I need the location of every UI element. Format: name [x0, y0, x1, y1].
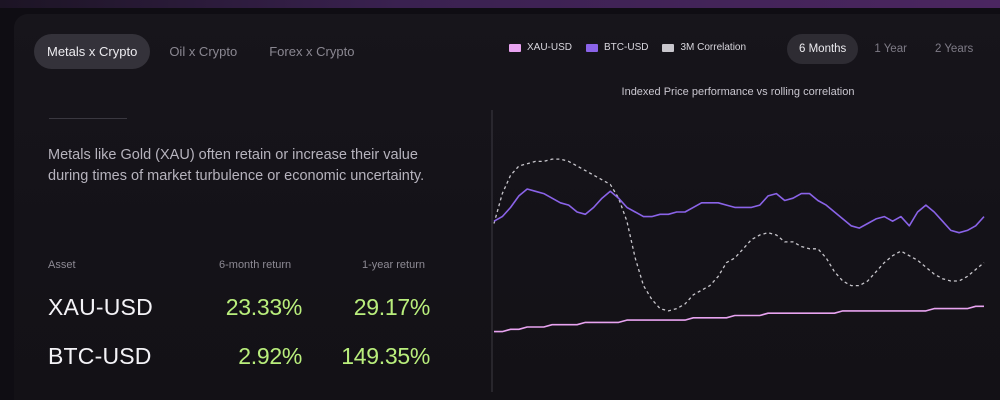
series-line-btc-usd[interactable] — [493, 188, 985, 234]
legend-swatch-correlation — [662, 43, 675, 52]
series-layer — [493, 158, 985, 333]
legend-item-xau[interactable]: XAU-USD — [509, 42, 572, 53]
series-line-3m-correlation[interactable] — [493, 158, 985, 312]
row-btc-six-month: 2.92% — [238, 343, 302, 369]
series-line-xau-usd[interactable] — [494, 305, 984, 333]
top-accent-strip — [0, 0, 1000, 8]
tab-metals-crypto[interactable]: Metals x Crypto — [34, 34, 151, 69]
range-2-years-button[interactable]: 2 Years — [934, 43, 974, 55]
row-xau-six-month: 23.33% — [225, 294, 303, 320]
legend-label-btc: BTC-USD — [604, 42, 649, 53]
section-divider — [49, 118, 127, 119]
chart-title: Indexed Price performance vs rolling cor… — [621, 86, 855, 98]
correlation-chart — [491, 110, 985, 392]
description-text: Metals like Gold (XAU) often retain or i… — [48, 147, 425, 184]
row-xau-asset: XAU-USD — [48, 294, 153, 320]
header-six-month: 6-month return — [219, 259, 292, 271]
category-tabs: Metals x Crypto Oil x Crypto Forex x Cry… — [34, 34, 367, 69]
legend-label-correlation: 3M Correlation — [680, 42, 747, 53]
time-range-selector: 6 Months 1 Year 2 Years — [787, 34, 985, 64]
legend-item-btc[interactable]: BTC-USD — [586, 42, 648, 53]
range-1-year-button[interactable]: 1 Year — [874, 43, 907, 55]
row-btc-one-year: 149.35% — [341, 343, 430, 369]
header-one-year: 1-year return — [362, 259, 425, 271]
header-asset: Asset — [48, 259, 76, 271]
legend-swatch-xau — [509, 43, 521, 52]
range-6-months-button[interactable]: 6 Months — [787, 34, 859, 64]
legend-item-correlation[interactable]: 3M Correlation — [662, 42, 746, 53]
row-xau-one-year: 29.17% — [353, 294, 431, 320]
legend-label-xau: XAU-USD — [527, 42, 573, 53]
row-btc-asset: BTC-USD — [48, 343, 152, 369]
tab-forex-crypto[interactable]: Forex x Crypto — [269, 44, 355, 59]
chart-legend: XAU-USD BTC-USD 3M Correlation — [509, 42, 746, 53]
legend-swatch-btc — [586, 43, 599, 52]
comparison-panel — [14, 14, 1000, 400]
tab-oil-crypto[interactable]: Oil x Crypto — [169, 44, 238, 59]
